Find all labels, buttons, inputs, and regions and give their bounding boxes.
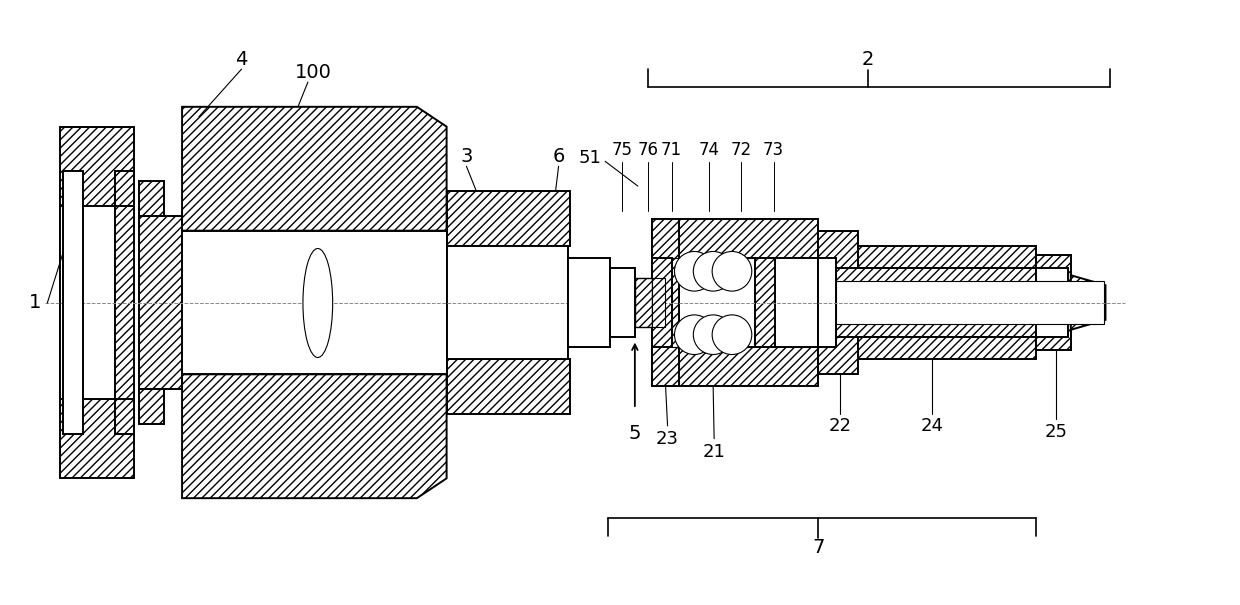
Polygon shape — [568, 258, 610, 347]
Text: 23: 23 — [656, 430, 680, 448]
Polygon shape — [139, 389, 164, 424]
Circle shape — [693, 315, 733, 355]
Polygon shape — [63, 171, 83, 434]
Circle shape — [712, 315, 751, 355]
Polygon shape — [836, 268, 1037, 337]
Text: 25: 25 — [1044, 423, 1068, 441]
Polygon shape — [610, 268, 635, 337]
Polygon shape — [446, 211, 511, 394]
Polygon shape — [139, 216, 182, 389]
Polygon shape — [836, 281, 1104, 324]
Polygon shape — [182, 374, 446, 498]
Polygon shape — [61, 206, 114, 399]
Text: 1: 1 — [30, 293, 42, 313]
Text: 4: 4 — [236, 50, 248, 69]
Polygon shape — [652, 219, 680, 386]
Polygon shape — [652, 258, 672, 347]
Polygon shape — [635, 278, 652, 327]
Text: 22: 22 — [828, 417, 852, 435]
Text: 73: 73 — [763, 142, 784, 159]
Polygon shape — [680, 258, 818, 347]
Polygon shape — [114, 399, 134, 434]
Text: 24: 24 — [920, 417, 944, 435]
Polygon shape — [139, 181, 164, 216]
Polygon shape — [858, 337, 1037, 359]
Circle shape — [693, 252, 733, 291]
Text: 51: 51 — [579, 149, 601, 168]
Polygon shape — [182, 231, 446, 374]
Polygon shape — [61, 126, 134, 479]
Polygon shape — [1037, 268, 1068, 337]
Polygon shape — [446, 359, 570, 414]
Circle shape — [675, 252, 714, 291]
Polygon shape — [114, 171, 134, 206]
Circle shape — [675, 315, 714, 355]
Text: 72: 72 — [730, 142, 751, 159]
Text: 71: 71 — [661, 142, 682, 159]
Polygon shape — [446, 246, 568, 359]
Polygon shape — [1071, 275, 1106, 330]
Polygon shape — [652, 347, 818, 386]
Text: 2: 2 — [862, 50, 874, 69]
Text: 21: 21 — [703, 443, 725, 460]
Text: 75: 75 — [611, 142, 632, 159]
Text: 3: 3 — [460, 147, 472, 166]
Polygon shape — [1037, 255, 1071, 350]
Text: 100: 100 — [294, 63, 331, 82]
Polygon shape — [182, 107, 446, 231]
Polygon shape — [446, 191, 570, 246]
Polygon shape — [755, 258, 775, 347]
Text: 7: 7 — [812, 538, 825, 557]
Polygon shape — [818, 258, 836, 347]
Polygon shape — [652, 219, 818, 258]
Text: 6: 6 — [552, 147, 564, 166]
Polygon shape — [652, 278, 665, 327]
Polygon shape — [858, 246, 1037, 268]
Text: 76: 76 — [637, 142, 658, 159]
Text: 5: 5 — [629, 424, 641, 443]
Polygon shape — [818, 231, 858, 374]
Ellipse shape — [303, 249, 332, 358]
Text: 74: 74 — [698, 142, 719, 159]
Circle shape — [712, 252, 751, 291]
